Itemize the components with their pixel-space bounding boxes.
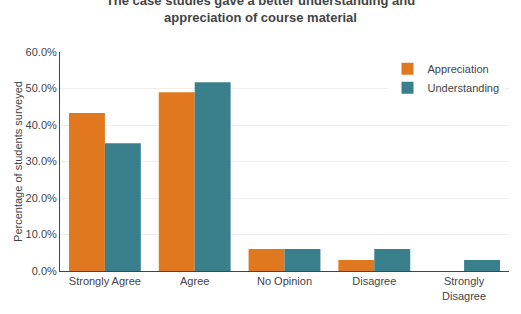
svg-text:Agree: Agree — [180, 275, 209, 287]
svg-text:60.0%: 60.0% — [26, 46, 57, 58]
svg-text:The case studies gave a better: The case studies gave a better understan… — [106, 0, 415, 25]
svg-text:Percentage of students surveye: Percentage of students surveyed — [12, 81, 24, 242]
svg-text:Disagree: Disagree — [352, 275, 396, 287]
svg-text:Appreciation: Appreciation — [428, 63, 489, 75]
svg-text:No Opinion: No Opinion — [257, 275, 312, 287]
svg-text:30.0%: 30.0% — [26, 155, 57, 167]
svg-text:10.0%: 10.0% — [26, 228, 57, 240]
svg-text:40.0%: 40.0% — [26, 119, 57, 131]
svg-text:Understanding: Understanding — [428, 82, 500, 94]
svg-text:20.0%: 20.0% — [26, 192, 57, 204]
svg-text:50.0%: 50.0% — [26, 82, 57, 94]
svg-text:Strongly Agree: Strongly Agree — [69, 275, 141, 287]
svg-text:0.0%: 0.0% — [32, 265, 57, 277]
svg-text:StronglyDisagree: StronglyDisagree — [442, 275, 486, 301]
